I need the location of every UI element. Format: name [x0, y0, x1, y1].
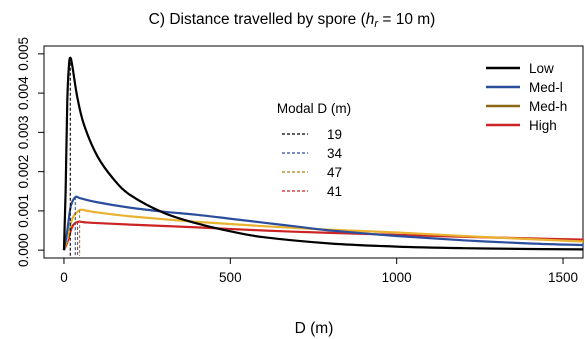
- y-tick-label: 0.003: [16, 115, 31, 149]
- legend-label: Med-l: [529, 80, 563, 95]
- modal-legend-label: 41: [327, 184, 342, 199]
- x-axis: 0 500 1000 1500: [60, 258, 578, 285]
- x-tick-label: 1500: [548, 270, 578, 285]
- y-tick-label: 0.002: [16, 155, 31, 189]
- plot-frame: [43, 45, 584, 259]
- series-line-low: [62, 56, 583, 251]
- modal-legend-title: Modal D (m): [277, 101, 351, 116]
- y-axis: 0.000 0.001 0.002 0.003 0.004 0.005: [16, 37, 44, 267]
- modal-legend-label: 47: [327, 165, 342, 180]
- legend-label: Med-h: [529, 99, 567, 114]
- modal-legend: Modal D (m) 19 34 47 41: [277, 101, 351, 199]
- series-line-med-l: [62, 195, 583, 251]
- legend-label: High: [529, 118, 557, 133]
- y-tick-label: 0.004: [16, 76, 31, 110]
- x-tick-label: 500: [219, 270, 242, 285]
- modal-lines: [69, 57, 81, 256]
- legend: Low Med-l Med-h High: [486, 61, 567, 133]
- series-layer: [62, 56, 583, 251]
- x-tick-label: 1000: [382, 270, 412, 285]
- modal-legend-label: 19: [327, 127, 342, 142]
- x-axis-label: D (m): [295, 320, 334, 337]
- modal-legend-label: 34: [327, 146, 343, 161]
- x-tick-label: 0: [60, 270, 68, 285]
- series-line-high: [62, 220, 583, 251]
- legend-label: Low: [529, 61, 554, 76]
- y-tick-label: 0.000: [16, 233, 31, 267]
- chart-title: C) Distance travelled by spore (hr = 10 …: [149, 11, 436, 30]
- y-tick-label: 0.005: [16, 37, 31, 71]
- y-tick-label: 0.001: [16, 194, 31, 228]
- series-line-med-h: [62, 208, 583, 251]
